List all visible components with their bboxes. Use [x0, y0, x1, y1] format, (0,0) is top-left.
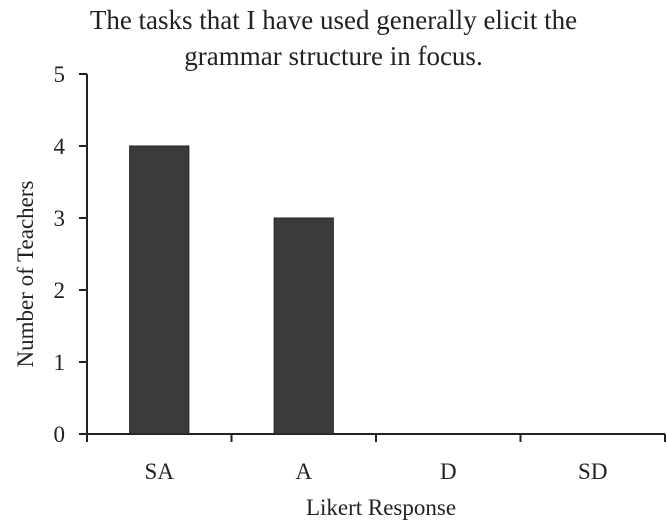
- x-axis-label: Likert Response: [306, 495, 456, 520]
- y-tick-label: 4: [54, 134, 66, 159]
- x-tick-label: SD: [578, 459, 607, 484]
- chart-title-line-1: The tasks that I have used generally eli…: [89, 5, 578, 35]
- chart-title: The tasks that I have used generally eli…: [0, 2, 667, 74]
- y-tick-label: 3: [54, 206, 66, 231]
- x-tick-label: D: [440, 459, 457, 484]
- y-axis-label: Number of Teachers: [13, 180, 38, 367]
- bar-a: [273, 217, 334, 435]
- x-tick-label: SA: [145, 459, 175, 484]
- y-tick-label: 5: [54, 62, 66, 87]
- bar-sa: [129, 145, 190, 435]
- x-tick-label: A: [295, 459, 312, 484]
- chart-title-line-2: grammar structure in focus.: [184, 41, 483, 71]
- y-tick-label: 2: [54, 278, 66, 303]
- y-tick-label: 1: [54, 350, 66, 375]
- y-tick-label: 0: [54, 422, 66, 447]
